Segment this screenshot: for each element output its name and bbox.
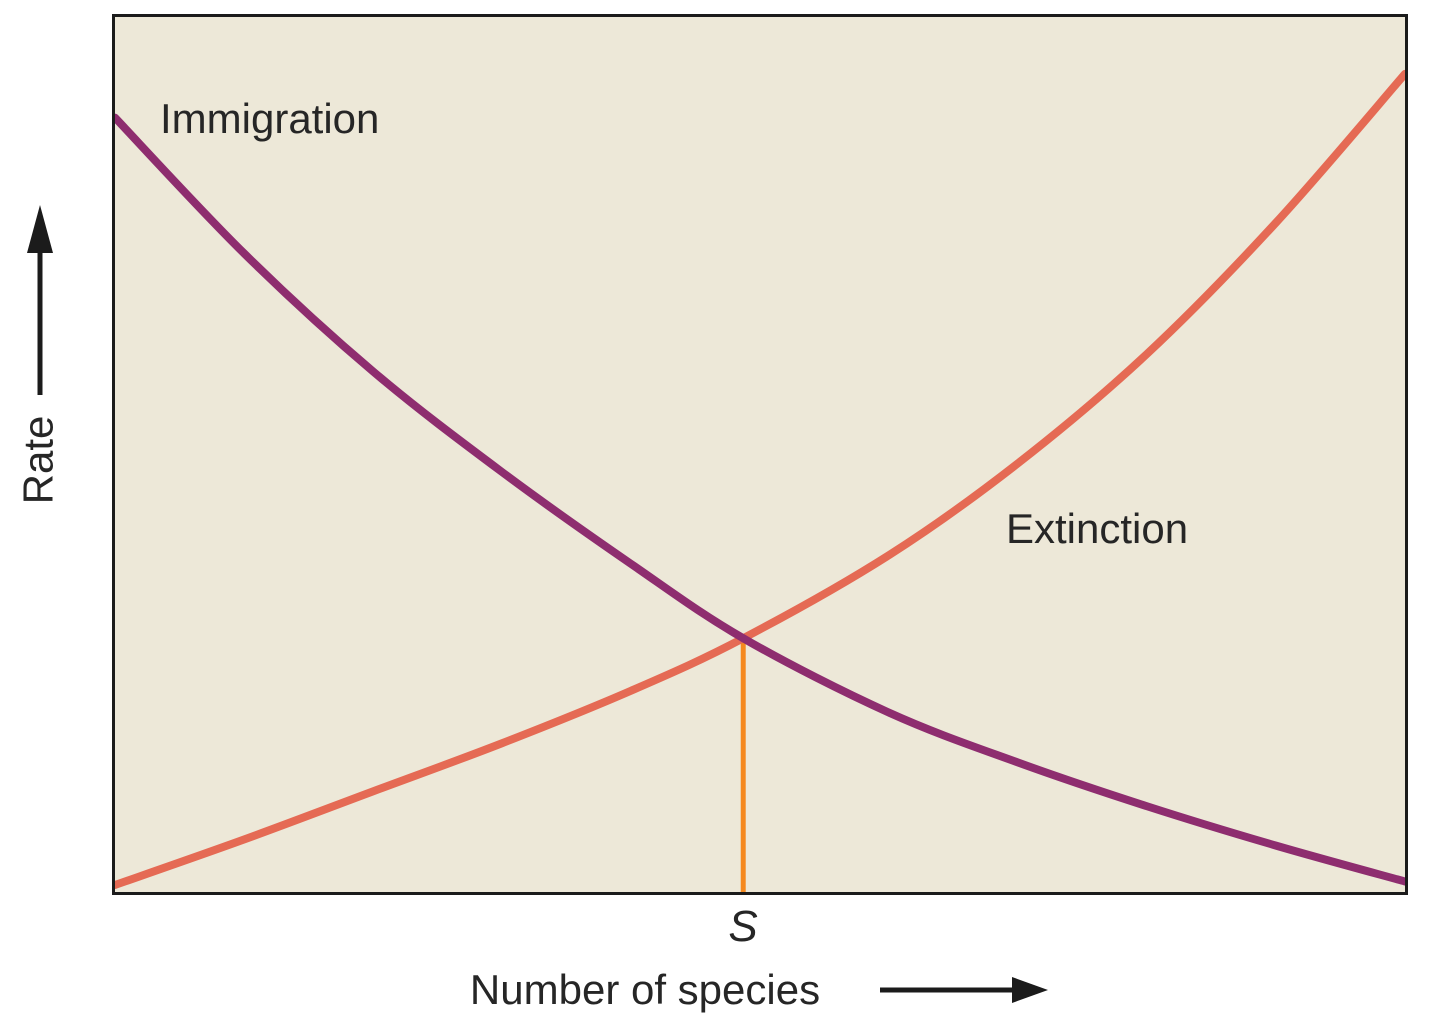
plot-canvas [115,69,1405,892]
x-axis-label: Number of species [469,966,821,1013]
y-axis-label: Rate [14,415,61,505]
x-axis-arrow-icon [880,977,1049,1003]
plot-area [112,14,1408,895]
y-axis-arrow-icon [27,205,53,395]
immigration-curve [115,113,1405,886]
y-axis: Rate [0,395,76,525]
immigration-curve-label: Immigration [160,95,380,142]
x-axis: Number of species [112,966,1408,1014]
equilibrium-s-label: S [728,902,758,951]
extinction-curve-label: Extinction [1006,505,1189,552]
extinction-curve [115,69,1405,889]
